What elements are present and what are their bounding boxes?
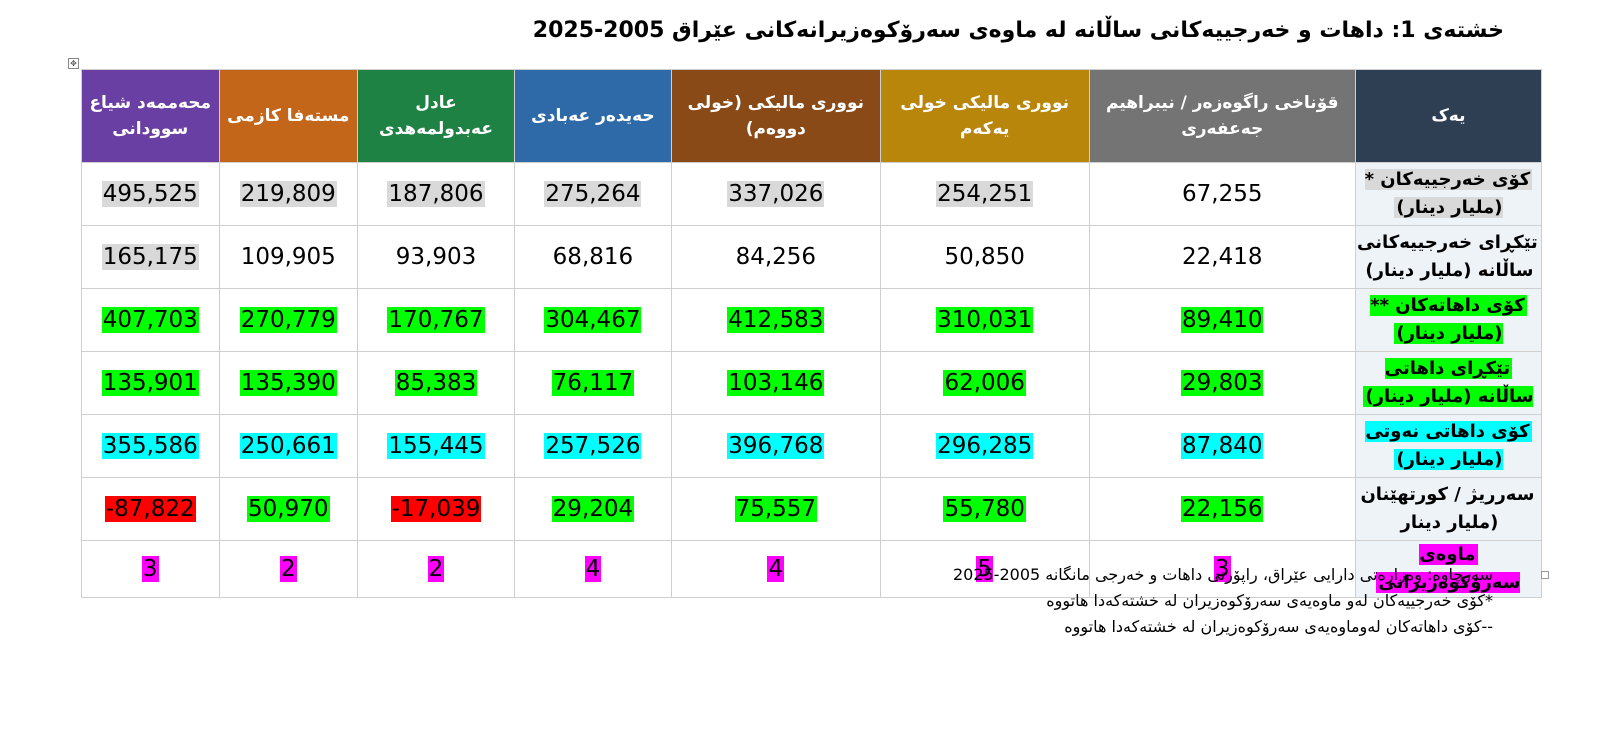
table-title: خشتەی 1: داهات و خەرجییەکانی ساڵانە لە م… xyxy=(532,18,1504,43)
table-cell: 355,586 xyxy=(81,414,220,478)
table-cell: 219,809 xyxy=(218,162,359,226)
table-cell: 165,175 xyxy=(81,225,220,289)
header-period-maliki-1: نووری مالیکی خولی یەکەم xyxy=(879,69,1090,163)
table-cell: 4 xyxy=(670,540,881,598)
header-period-jaafari: قۆناخی راگوەزەر / نیبراهیم جەعفەری xyxy=(1088,69,1356,163)
header-period-kadhimi: مستەفا کازمی xyxy=(218,69,359,163)
table-cell: 29,204 xyxy=(513,477,672,541)
table-cell: 304,467 xyxy=(513,288,672,352)
table-cell: 412,583 xyxy=(670,288,881,352)
header-period-maliki-2: نووری مالیکی (خولی دووەم) xyxy=(670,69,881,163)
table-cell: -87,822 xyxy=(81,477,220,541)
table-row-total-revenue: کۆی داهاتەکان **(ملیار دینار) 89,410 310… xyxy=(81,288,1543,352)
table-cell: 5 xyxy=(879,540,1090,598)
revenue-footnote: --کۆی داهاتەکان لەوماوەیەی سەرۆکوەزیران … xyxy=(1064,617,1493,636)
table-cell: 3 xyxy=(1088,540,1356,598)
header-corner: یەک xyxy=(1354,69,1543,163)
table-cell: 187,806 xyxy=(357,162,515,226)
row-label: ماوەی سەرۆکوەزیرانی xyxy=(1354,540,1543,598)
table-cell: 2 xyxy=(357,540,515,598)
table-cell: 62,006 xyxy=(879,351,1090,415)
table-cell: -17,039 xyxy=(357,477,515,541)
table-cell: 109,905 xyxy=(218,225,359,289)
table-cell: 396,768 xyxy=(670,414,881,478)
table-cell: 50,970 xyxy=(218,477,359,541)
table-row-oil-revenue: کۆی داهاتی نەوتی (ملیار دینار) 87,840 29… xyxy=(81,414,1543,478)
header-period-abadi: حەیدەر عەبادی xyxy=(513,69,672,163)
expenditure-footnote: *کۆی خەرجییەکان لەو ماوەیەی سەرۆکوەزیران… xyxy=(1046,591,1493,610)
table-row-surplus-deficit: سەرریژ / کورتهێنان (ملیار دینار 22,156 5… xyxy=(81,477,1543,541)
row-label: کۆی داهاتی نەوتی (ملیار دینار) xyxy=(1354,414,1543,478)
table-cell: 3 xyxy=(81,540,220,598)
row-label: کۆی داهاتەکان **(ملیار دینار) xyxy=(1354,288,1543,352)
table-cell: 254,251 xyxy=(879,162,1090,226)
table-cell: 495,525 xyxy=(81,162,220,226)
table-cell: 76,117 xyxy=(513,351,672,415)
table-cell: 67,255 xyxy=(1088,162,1356,226)
header-row: یەک قۆناخی راگوەزەر / نیبراهیم جەعفەری ن… xyxy=(81,69,1543,163)
table-cell: 85,383 xyxy=(357,351,515,415)
table-cell: 22,418 xyxy=(1088,225,1356,289)
table-cell: 310,031 xyxy=(879,288,1090,352)
table-cell: 4 xyxy=(513,540,672,598)
table-cell: 135,901 xyxy=(81,351,220,415)
table-cell: 275,264 xyxy=(513,162,672,226)
table-cell: 22,156 xyxy=(1088,477,1356,541)
table-cell: 170,767 xyxy=(357,288,515,352)
fiscal-table: یەک قۆناخی راگوەزەر / نیبراهیم جەعفەری ن… xyxy=(81,69,1543,598)
table-cell: 89,410 xyxy=(1088,288,1356,352)
table-notes: سەرچاوە: وەزارەتی دارایی عێراق، راپۆرتی … xyxy=(693,562,1493,640)
table-row-total-expenditure: کۆی خەرجییەکان *(ملیار دینار) 67,255 254… xyxy=(81,162,1543,226)
source-note: سەرچاوە: وەزارەتی دارایی عێراق، راپۆرتی … xyxy=(952,565,1493,584)
row-label: تێکڕای خەرجییەکانی ساڵانە (ملیار دینار) xyxy=(1354,225,1543,289)
table-cell: 87,840 xyxy=(1088,414,1356,478)
table-cell: 337,026 xyxy=(670,162,881,226)
table-cell: 50,850 xyxy=(879,225,1090,289)
table-cell: 296,285 xyxy=(879,414,1090,478)
table-cell: 103,146 xyxy=(670,351,881,415)
table-row-avg-expenditure: تێکڕای خەرجییەکانی ساڵانە (ملیار دینار) … xyxy=(81,225,1543,289)
table-move-handle-icon[interactable]: ✥ xyxy=(68,58,79,69)
header-period-sudani: محەممەد شیاع سوودانی xyxy=(81,69,220,163)
table-row-term-length: ماوەی سەرۆکوەزیرانی 3 5 4 4 2 2 3 xyxy=(81,540,1543,598)
table-cell: 407,703 xyxy=(81,288,220,352)
table-cell: 84,256 xyxy=(670,225,881,289)
table-cell: 68,816 xyxy=(513,225,672,289)
table-cell: 155,445 xyxy=(357,414,515,478)
table-cell: 135,390 xyxy=(218,351,359,415)
table-cell: 2 xyxy=(218,540,359,598)
table-cell: 55,780 xyxy=(879,477,1090,541)
table-cell: 250,661 xyxy=(218,414,359,478)
table-cell: 257,526 xyxy=(513,414,672,478)
table-cell: 75,557 xyxy=(670,477,881,541)
table-row-avg-revenue: تێکڕای داهاتی ساڵانە (ملیار دینار) 29,80… xyxy=(81,351,1543,415)
row-label: تێکڕای داهاتی ساڵانە (ملیار دینار) xyxy=(1354,351,1543,415)
table-resize-handle[interactable] xyxy=(1541,571,1549,579)
table-cell: 93,903 xyxy=(357,225,515,289)
table-cell: 270,779 xyxy=(218,288,359,352)
table-cell: 29,803 xyxy=(1088,351,1356,415)
header-period-abdulmahdi: عادل عەبدولمەهدی xyxy=(357,69,515,163)
row-label: سەرریژ / کورتهێنان (ملیار دینار xyxy=(1354,477,1543,541)
row-label: کۆی خەرجییەکان *(ملیار دینار) xyxy=(1354,162,1543,226)
